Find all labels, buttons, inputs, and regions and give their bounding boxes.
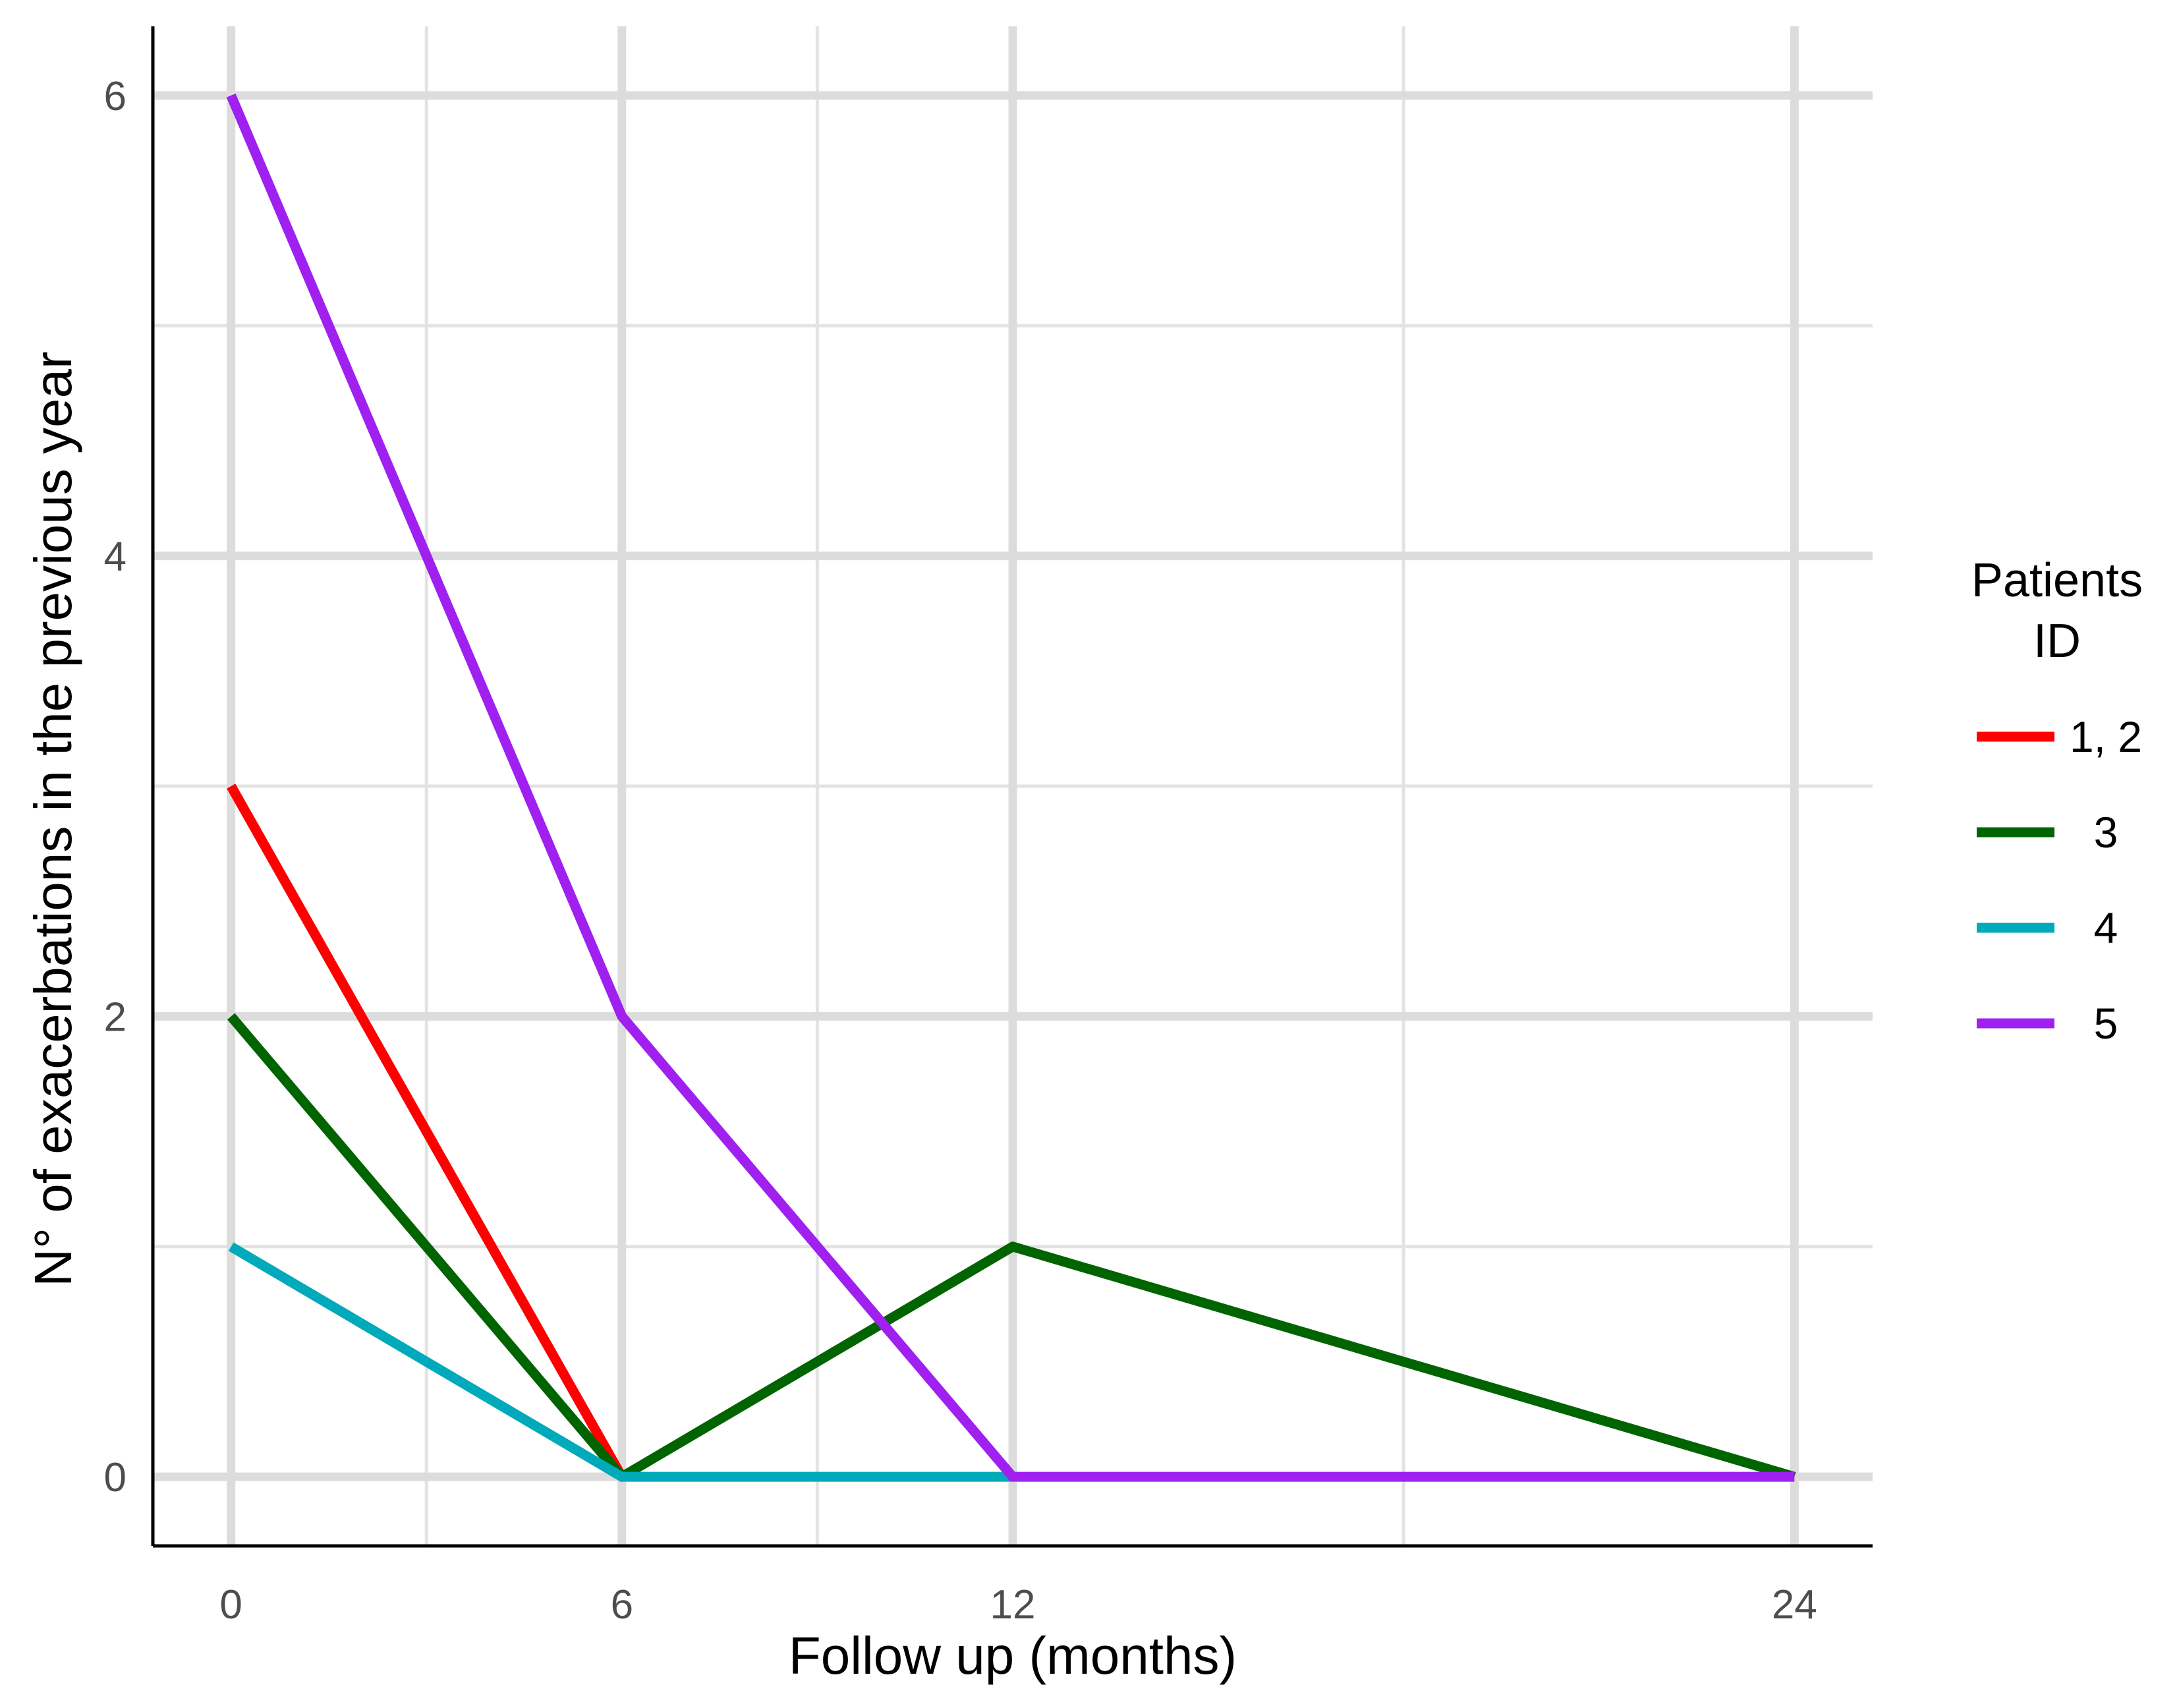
y-tick-label: 4 xyxy=(104,534,127,580)
y-tick-label: 0 xyxy=(104,1455,127,1500)
x-tick-label: 24 xyxy=(1772,1582,1817,1628)
legend-title-line-1: Patients xyxy=(1971,554,2143,607)
y-tick-label: 6 xyxy=(104,74,127,119)
legend-title-line-2: ID xyxy=(2033,615,2081,668)
x-tick-label: 0 xyxy=(219,1582,242,1628)
x-tick-labels: 0 6 12 24 xyxy=(219,1582,1817,1628)
series-line-5 xyxy=(226,93,1795,1482)
grid xyxy=(153,26,1873,1546)
series-line-1-2 xyxy=(227,783,627,1479)
legend-label: 4 xyxy=(2094,903,2118,952)
legend: Patients ID 1, 2 3 4 5 xyxy=(1971,554,2143,1048)
legend-items: 1, 2 3 4 5 xyxy=(1977,712,2142,1048)
x-axis-title: Follow up (months) xyxy=(789,1626,1237,1685)
legend-label: 1, 2 xyxy=(2070,712,2142,761)
x-tick-label: 6 xyxy=(611,1582,633,1628)
legend-label: 3 xyxy=(2094,808,2118,857)
series-line-3 xyxy=(227,1013,1796,1482)
y-tick-labels: 0 2 4 6 xyxy=(104,74,127,1500)
axes xyxy=(151,26,1873,1548)
series-line-4 xyxy=(228,1242,1013,1482)
y-axis-title: N° of exacerbations in the previous year xyxy=(24,351,82,1286)
series-lines xyxy=(226,93,1796,1482)
y-tick-label: 2 xyxy=(104,994,127,1040)
x-tick-label: 12 xyxy=(990,1582,1036,1628)
legend-label: 5 xyxy=(2094,999,2118,1048)
